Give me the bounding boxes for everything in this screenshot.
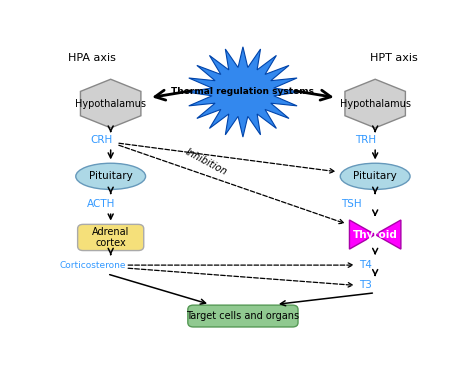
- Polygon shape: [81, 79, 141, 128]
- Text: Target cells and organs: Target cells and organs: [186, 311, 300, 321]
- Text: Inhibition: Inhibition: [184, 147, 228, 177]
- Text: T4: T4: [360, 260, 373, 270]
- Text: Hypothalamus: Hypothalamus: [340, 99, 410, 108]
- Text: Thermal regulation systems: Thermal regulation systems: [172, 87, 314, 96]
- Text: TSH: TSH: [341, 199, 362, 209]
- Text: Corticosterone: Corticosterone: [59, 260, 126, 270]
- Ellipse shape: [76, 163, 146, 189]
- Text: TRH: TRH: [356, 135, 376, 145]
- Text: Hypothalamus: Hypothalamus: [75, 99, 146, 108]
- Text: Pituitary: Pituitary: [89, 171, 133, 181]
- Polygon shape: [349, 220, 401, 249]
- Text: HPA axis: HPA axis: [68, 53, 116, 63]
- Text: T3: T3: [360, 280, 373, 290]
- Text: CRH: CRH: [91, 135, 113, 145]
- Text: ACTH: ACTH: [87, 199, 116, 209]
- Text: HPT axis: HPT axis: [370, 53, 418, 63]
- Text: Adrenal
cortex: Adrenal cortex: [92, 227, 129, 248]
- Ellipse shape: [340, 163, 410, 189]
- Polygon shape: [186, 47, 300, 137]
- Text: Thyroid: Thyroid: [353, 229, 398, 240]
- FancyBboxPatch shape: [188, 305, 298, 327]
- FancyBboxPatch shape: [78, 225, 144, 251]
- Polygon shape: [345, 79, 405, 128]
- Text: Pituitary: Pituitary: [353, 171, 397, 181]
